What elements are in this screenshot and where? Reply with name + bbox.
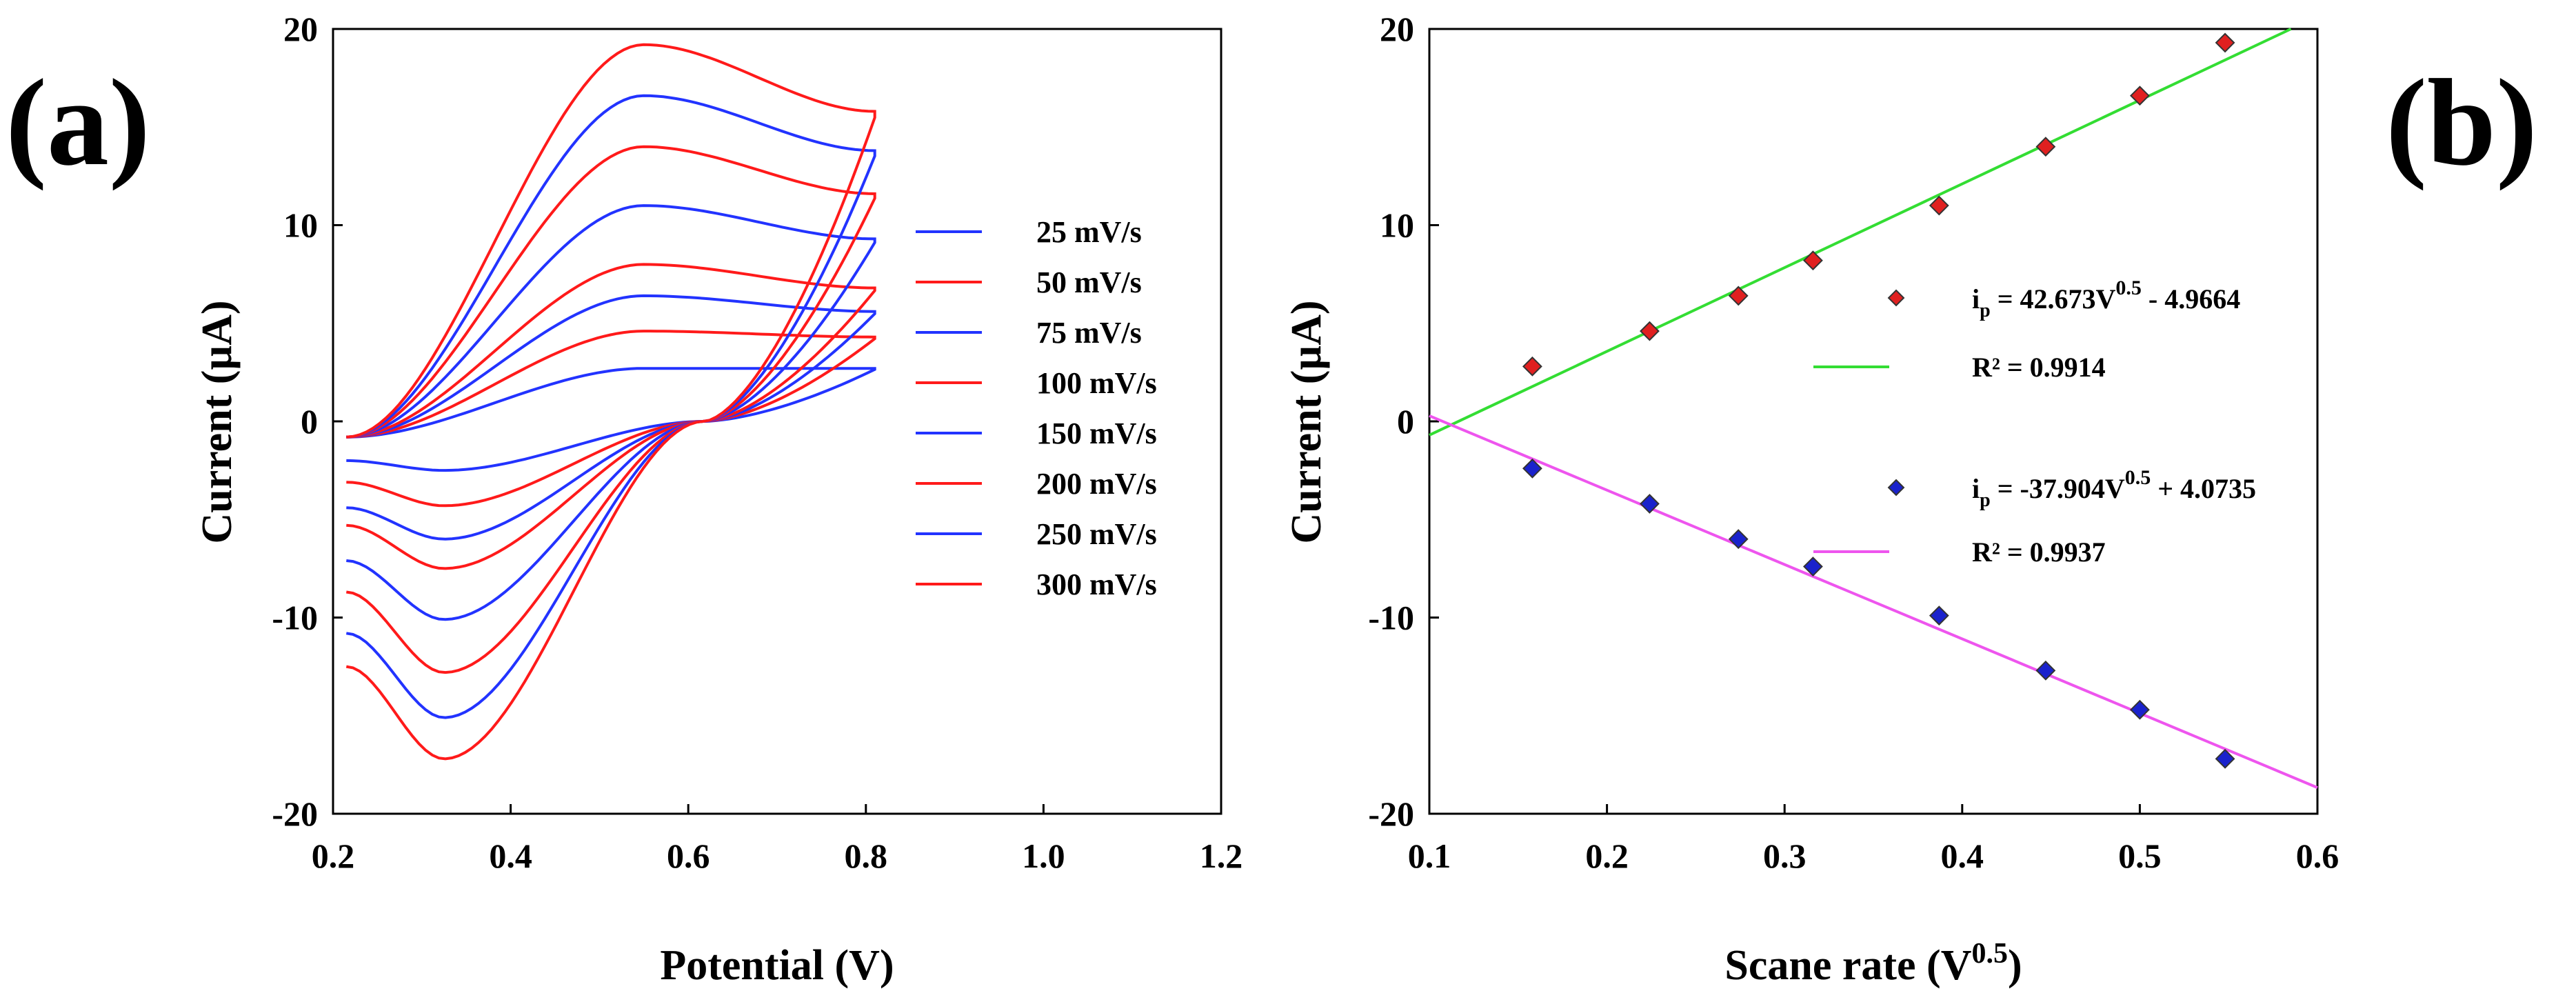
data-point: [1803, 250, 1823, 271]
fit-equation-sub: p: [1980, 490, 1991, 511]
chart-a: 0.2 0.4 0.6 0.8 1.0 1.2 20 10 0 -10 -20 25 mV/s 50 …: [194, 10, 1242, 989]
fit-equation-tail: + 4.0735: [2151, 473, 2256, 504]
legend-label: 150 mV/s: [1036, 417, 1157, 450]
x-axis-title-b-sup: 0.5: [1971, 938, 2008, 970]
data-point: [2035, 660, 2056, 681]
data-point: [2129, 86, 2150, 106]
x-tick-label: 0.6: [667, 836, 710, 875]
data-point: [1929, 605, 1949, 626]
data-point: [2215, 32, 2235, 53]
y-tick-label: 10: [283, 206, 318, 245]
y-tick-label: 0: [1397, 402, 1414, 441]
legend-label: 25 mV/s: [1036, 215, 1142, 249]
data-point: [1728, 529, 1749, 550]
y-tick-label: 0: [301, 402, 318, 441]
data-point: [2215, 748, 2235, 769]
data-point: [1640, 321, 1660, 341]
data-point: [1640, 494, 1660, 514]
fit-lines-b: [1429, 28, 2318, 789]
y-tick-label: 20: [283, 10, 318, 48]
data-point: [1522, 458, 1542, 479]
fit-equation-tail: - 4.9664: [2142, 283, 2240, 314]
x-axis-title-b: Scane rate (V0.5): [1724, 938, 2022, 989]
y-tick-label: 10: [1380, 206, 1414, 245]
fit-line: [1429, 414, 2318, 789]
x-tick-label: 1.2: [1200, 836, 1243, 875]
x-axis-title-a: Potential (V): [660, 942, 894, 989]
panel-label-a: (a): [6, 54, 150, 191]
y-tick-label: -20: [1368, 794, 1414, 833]
x-tick-label: 0.8: [845, 836, 888, 875]
fit-equation-sub: p: [1980, 300, 1991, 321]
panel-label-b: (b): [2386, 54, 2537, 191]
x-tick-label: 0.2: [312, 836, 355, 875]
fit-line: [1429, 28, 2292, 437]
y-tick-label: -10: [272, 599, 318, 637]
fit-equation-i: i: [1972, 473, 1980, 504]
fit-equation-i: i: [1972, 283, 1980, 314]
cv-curve: [345, 94, 876, 719]
data-point: [2129, 699, 2150, 720]
x-axis-title-b-tail: ): [2008, 942, 2022, 989]
fit-equation-sup: 0.5: [2115, 277, 2142, 299]
series-group-b: [1522, 32, 2235, 769]
data-point: [2035, 137, 2056, 157]
cv-curve: [346, 294, 876, 541]
data-point: [1728, 285, 1749, 306]
legend-label: 100 mV/s: [1036, 366, 1157, 400]
cv-curve: [346, 263, 876, 570]
x-tick-label: 0.3: [1763, 836, 1807, 875]
legend-label: 50 mV/s: [1036, 265, 1142, 299]
legend-label: 300 mV/s: [1036, 568, 1157, 601]
cv-curve: [346, 367, 876, 472]
y-tick-label: -10: [1368, 599, 1414, 637]
r-squared-label: R² = 0.9914: [1972, 352, 2106, 383]
axes-b: 0.1 0.2 0.3 0.4 0.5 0.6 20 10 0 -10 -20: [1368, 10, 2339, 875]
axes-a: 0.2 0.4 0.6 0.8 1.0 1.2 20 10 0 -10 -20: [272, 10, 1242, 875]
y-axis-title-a: Current (µA): [194, 300, 241, 543]
legend-marker: [1887, 479, 1905, 497]
cv-curve: [346, 204, 876, 621]
legend-label: 75 mV/s: [1036, 316, 1142, 350]
cv-curve: [345, 145, 876, 674]
x-tick-label: 0.4: [489, 836, 532, 875]
x-axis-title-b-main: Scane rate (V: [1724, 942, 1971, 989]
x-tick-label: 0.5: [2118, 836, 2162, 875]
legend-label: 200 mV/s: [1036, 467, 1157, 501]
y-tick-label: -20: [272, 794, 318, 833]
r-squared-label: R² = 0.9937: [1972, 537, 2106, 568]
fit-equation-mid: = -37.904V: [1991, 473, 2125, 504]
y-tick-label: 20: [1380, 10, 1414, 48]
x-tick-label: 0.1: [1408, 836, 1451, 875]
y-axis-title-b: Current (µA): [1283, 300, 1330, 543]
fit-equation: ip = 42.673V0.5 - 4.9664: [1972, 277, 2240, 321]
series-group-a: [345, 43, 876, 761]
legend-marker: [1887, 289, 1905, 307]
data-point: [1929, 195, 1949, 216]
fit-equation-sup: 0.5: [2125, 466, 2151, 489]
legend-label: 250 mV/s: [1036, 517, 1157, 551]
cv-curve: [345, 43, 876, 761]
x-tick-label: 1.0: [1022, 836, 1065, 875]
x-tick-label: 0.4: [1941, 836, 1984, 875]
x-tick-label: 0.6: [2296, 836, 2339, 875]
x-tick-label: 0.2: [1585, 836, 1629, 875]
legend-a: 25 mV/s 50 mV/s 75 mV/s 100 mV/s 150 mV/s 200…: [916, 215, 1157, 601]
plot-frame-b: [1428, 28, 2319, 815]
data-point: [1522, 356, 1542, 377]
fit-equation: ip = -37.904V0.5 + 4.0735: [1972, 466, 2256, 511]
fit-equation-mid: = 42.673V: [1991, 283, 2116, 314]
cv-curve: [346, 330, 876, 508]
data-point: [1803, 557, 1823, 577]
